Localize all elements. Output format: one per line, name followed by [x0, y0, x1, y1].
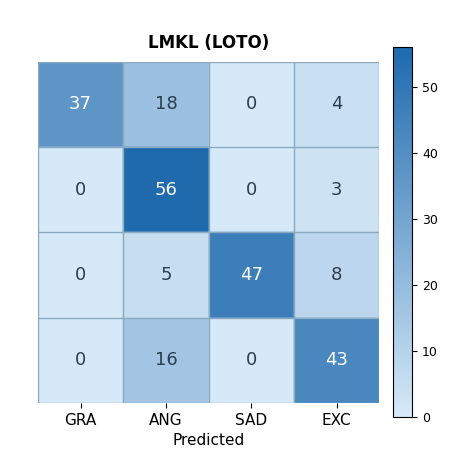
Text: 0: 0	[246, 181, 257, 199]
Text: 37: 37	[69, 95, 92, 113]
Text: 43: 43	[325, 351, 348, 369]
Bar	[123, 232, 209, 318]
Text: 4: 4	[331, 95, 342, 113]
Bar	[209, 318, 294, 403]
Bar	[38, 232, 123, 318]
Bar	[123, 62, 209, 147]
Bar	[209, 147, 294, 232]
Text: 0: 0	[246, 95, 257, 113]
Text: 3: 3	[331, 181, 342, 199]
Bar	[294, 62, 379, 147]
Text: 56: 56	[155, 181, 177, 199]
Text: 8: 8	[331, 266, 342, 284]
Text: 0: 0	[246, 351, 257, 369]
Title: LMKL (LOTO): LMKL (LOTO)	[148, 34, 269, 52]
Bar	[38, 62, 123, 147]
Text: 0: 0	[75, 181, 86, 199]
Bar	[209, 232, 294, 318]
Text: 47: 47	[240, 266, 263, 284]
Bar	[294, 147, 379, 232]
Bar	[294, 318, 379, 403]
X-axis label: Predicted: Predicted	[173, 433, 245, 448]
Bar	[294, 232, 379, 318]
Bar	[123, 318, 209, 403]
Text: 0: 0	[75, 266, 86, 284]
Bar	[123, 147, 209, 232]
Text: 16: 16	[155, 351, 177, 369]
Bar	[209, 62, 294, 147]
Bar	[38, 147, 123, 232]
Text: 0: 0	[75, 351, 86, 369]
Text: 5: 5	[160, 266, 172, 284]
Bar	[38, 318, 123, 403]
Text: 18: 18	[155, 95, 177, 113]
